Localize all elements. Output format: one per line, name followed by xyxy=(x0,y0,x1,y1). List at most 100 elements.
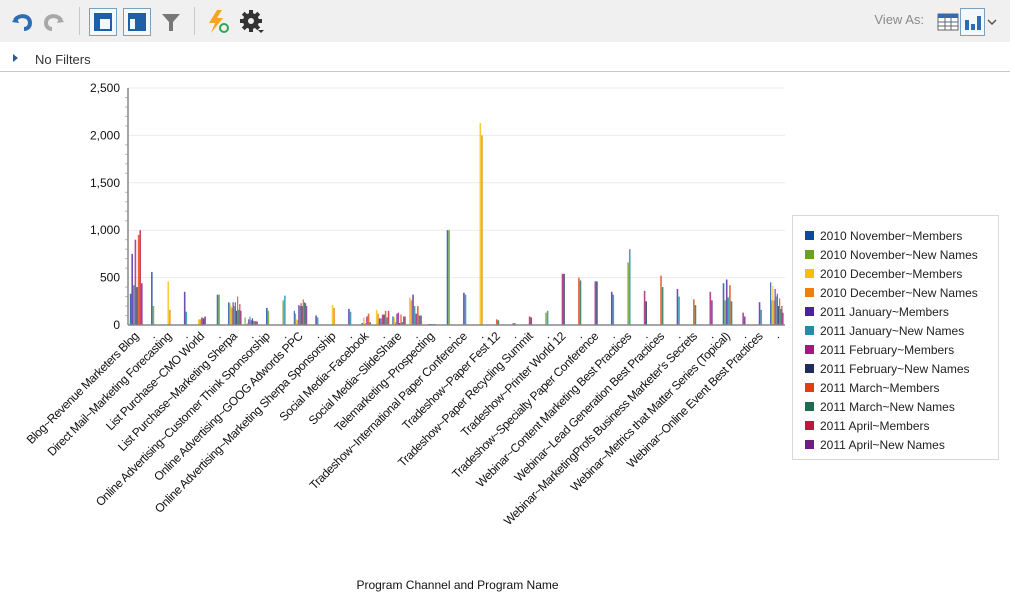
bar xyxy=(384,310,387,325)
bar xyxy=(151,271,153,325)
bar xyxy=(410,300,413,325)
bar xyxy=(216,294,219,325)
bar xyxy=(396,313,398,325)
bar xyxy=(743,316,746,325)
bar xyxy=(724,300,726,325)
bar xyxy=(375,309,378,325)
bar xyxy=(771,300,773,325)
bar xyxy=(298,305,300,325)
gear-icon[interactable] xyxy=(238,8,266,36)
bar xyxy=(512,323,514,325)
chevron-down-icon[interactable] xyxy=(985,8,999,36)
bar xyxy=(197,319,200,325)
legend-item[interactable]: 2011 April~Members xyxy=(805,416,998,435)
bar xyxy=(246,323,249,325)
bar xyxy=(167,281,170,325)
bar xyxy=(293,310,295,325)
legend-swatch xyxy=(805,231,814,240)
legend-item[interactable]: 2011 February~New Names xyxy=(805,359,998,378)
bar xyxy=(230,306,232,325)
bar xyxy=(185,311,188,325)
bar xyxy=(481,135,483,325)
legend-swatch xyxy=(805,440,814,449)
expand-arrow-icon[interactable] xyxy=(13,54,18,62)
bar xyxy=(596,281,598,325)
bar xyxy=(643,290,646,325)
layout-left-icon[interactable] xyxy=(123,8,151,36)
legend-swatch xyxy=(805,421,814,430)
legend-label: 2011 February~Members xyxy=(820,342,955,357)
bar xyxy=(380,318,382,325)
x-tick-label: . xyxy=(770,329,782,341)
bar xyxy=(238,309,240,325)
legend-item[interactable]: 2011 January~New Names xyxy=(805,321,998,340)
legend-item[interactable]: 2011 March~New Names xyxy=(805,397,998,416)
y-tick-label: 1,000 xyxy=(90,223,120,237)
bar xyxy=(722,283,725,325)
legend-item[interactable]: 2010 December~Members xyxy=(805,264,998,283)
bar xyxy=(377,313,379,325)
table-view-icon[interactable] xyxy=(936,8,960,36)
legend-label: 2011 April~New Names xyxy=(820,437,945,452)
bar xyxy=(711,300,713,325)
bar xyxy=(152,306,155,325)
bar xyxy=(579,280,582,325)
bar xyxy=(729,285,731,325)
bar xyxy=(366,316,368,325)
legend-item[interactable]: 2011 March~Members xyxy=(805,378,998,397)
bar xyxy=(304,303,307,325)
bar xyxy=(301,306,303,325)
legend-item[interactable]: 2011 April~New Names xyxy=(805,435,998,454)
bar xyxy=(594,281,597,325)
bar xyxy=(362,317,365,325)
y-tick-label: 1,500 xyxy=(90,176,120,190)
bar xyxy=(331,305,334,325)
bar xyxy=(773,300,775,325)
bar xyxy=(300,303,302,325)
bar xyxy=(730,301,733,325)
legend-item[interactable]: 2011 January~Members xyxy=(805,302,998,321)
bar xyxy=(383,314,385,325)
bar xyxy=(386,317,388,325)
legend-item[interactable]: 2010 November~Members xyxy=(805,226,998,245)
bar xyxy=(299,306,301,325)
bar xyxy=(295,319,298,325)
bar xyxy=(234,302,236,325)
layout-top-icon[interactable] xyxy=(89,8,117,36)
bar xyxy=(420,315,422,325)
bar xyxy=(418,315,421,325)
legend-swatch xyxy=(805,269,814,278)
legend-item[interactable]: 2010 November~New Names xyxy=(805,245,998,264)
redo-icon[interactable] xyxy=(40,8,68,36)
legend-label: 2011 March~New Names xyxy=(820,399,955,414)
bar-chart-view-icon[interactable] xyxy=(960,8,985,36)
filter-icon[interactable] xyxy=(157,8,185,36)
bar xyxy=(413,306,416,325)
bar xyxy=(237,296,239,325)
bar xyxy=(463,292,465,325)
legend-item[interactable]: 2011 February~Members xyxy=(805,340,998,359)
legend-label: 2011 March~Members xyxy=(820,380,940,395)
bar xyxy=(446,230,449,325)
bar xyxy=(251,318,254,325)
bar xyxy=(235,310,238,325)
undo-icon[interactable] xyxy=(8,8,36,36)
bar xyxy=(727,297,730,325)
legend-item[interactable]: 2010 December~New Names xyxy=(805,283,998,302)
bar xyxy=(139,230,142,325)
bar xyxy=(404,316,406,325)
legend-swatch xyxy=(805,345,814,354)
bar xyxy=(244,317,246,325)
bar xyxy=(284,295,286,325)
filters-label[interactable]: No Filters xyxy=(35,52,91,67)
legend-swatch xyxy=(805,326,814,335)
bar xyxy=(367,313,370,325)
bar xyxy=(770,282,772,325)
legend-label: 2011 January~Members xyxy=(820,304,949,319)
bar xyxy=(218,294,220,325)
bar xyxy=(779,298,781,325)
filter-bar: No Filters xyxy=(0,44,1010,72)
bar xyxy=(361,323,363,325)
bar xyxy=(136,287,138,325)
lightning-refresh-icon[interactable] xyxy=(204,8,232,36)
